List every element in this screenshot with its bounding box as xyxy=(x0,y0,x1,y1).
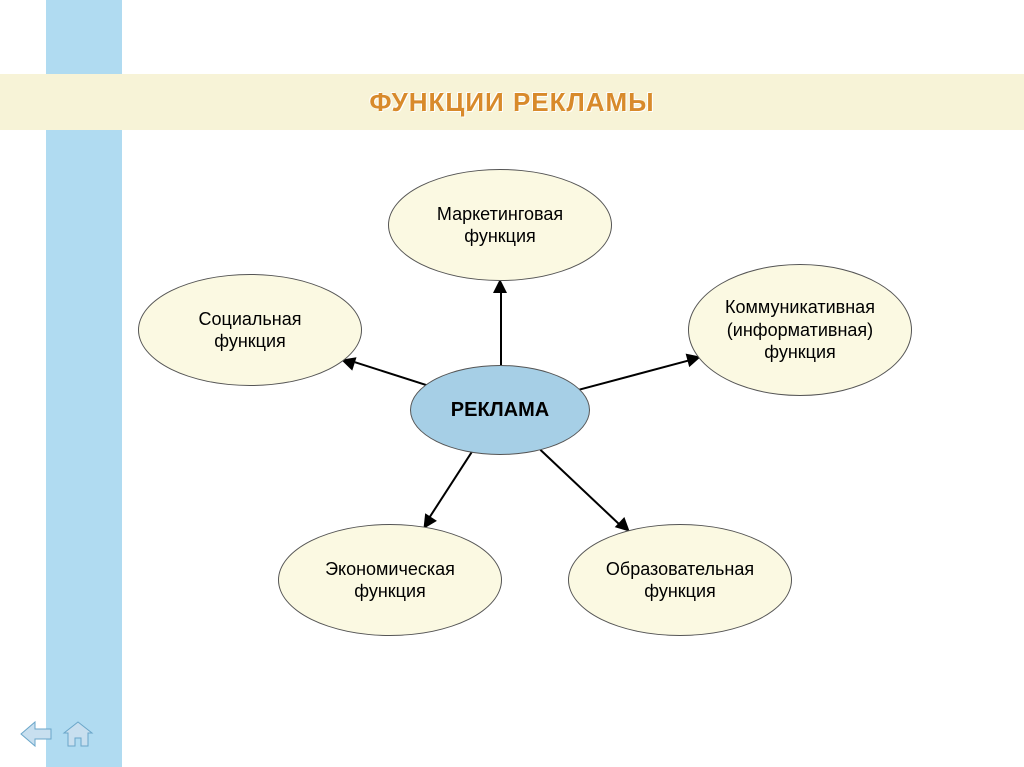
node-educational: Образовательная функция xyxy=(568,524,792,636)
back-arrow-icon xyxy=(19,720,53,748)
nav-back-button[interactable] xyxy=(18,719,54,749)
diagram-area: РЕКЛАМА Маркетинговая функция Коммуникатив… xyxy=(0,0,1024,767)
node-communicative: Коммуникативная (информативная) функция xyxy=(688,264,912,396)
node-social: Социальная функция xyxy=(138,274,362,386)
nav-home-button[interactable] xyxy=(60,719,96,749)
arrow-social xyxy=(354,361,426,386)
nav-buttons xyxy=(18,719,96,749)
arrow-communicative xyxy=(578,360,689,391)
arrow-economic xyxy=(429,451,473,518)
node-economic: Экономическая функция xyxy=(278,524,502,636)
node-marketing: Маркетинговая функция xyxy=(388,169,612,281)
center-node: РЕКЛАМА xyxy=(410,365,590,455)
arrow-educational xyxy=(540,449,620,525)
home-icon xyxy=(61,720,95,748)
arrow-marketing xyxy=(500,292,502,366)
